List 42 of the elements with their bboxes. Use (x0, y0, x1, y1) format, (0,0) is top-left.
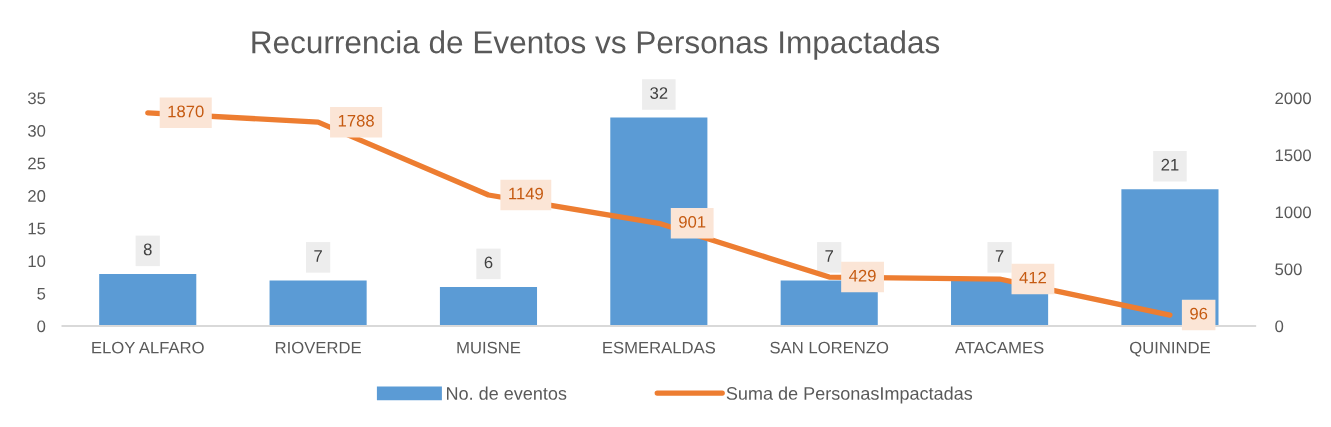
data-label: 1149 (509, 187, 543, 200)
y-tick-label: 35 (27, 92, 46, 105)
y2-tick-label: 0 (1275, 320, 1284, 333)
y-tick-label: 25 (28, 157, 46, 170)
bar (99, 273, 197, 327)
y2-tick-label: 1500 (1275, 149, 1311, 162)
y-tick-label: 30 (27, 124, 46, 137)
y2-tick-label: 1000 (1275, 206, 1311, 219)
x-tick-label: QUININDE (1129, 341, 1210, 357)
chart-title: Recurrencia de Eventos vs Personas Impactadas (252, 30, 940, 60)
y-tick-label: 20 (28, 190, 46, 202)
data-label: 7 (314, 250, 322, 262)
bar (1121, 189, 1219, 327)
data-label: 429 (849, 269, 876, 282)
bar (269, 280, 367, 327)
y-tick-label: 15 (28, 222, 46, 235)
data-label: 412 (1019, 271, 1046, 284)
bar (610, 117, 708, 327)
x-tick-label: ELOY ALFARO (92, 341, 204, 354)
x-tick-label: MUISNE (457, 341, 521, 354)
legend-label: No. de eventos (447, 386, 567, 400)
x-tick-label: ATACAMES (955, 341, 1044, 354)
x-tick-label: RIOVERDE (275, 341, 361, 354)
x-tick-label: SAN LORENZO (770, 341, 889, 354)
data-label: 7 (995, 250, 1004, 262)
data-label: 8 (143, 243, 152, 256)
data-label: 1870 (168, 105, 204, 118)
legend-label: Suma de PersonasImpactadas (726, 386, 973, 404)
data-label: 1788 (338, 114, 374, 127)
data-label: 6 (484, 256, 493, 269)
y2-tick-label: 500 (1275, 263, 1302, 276)
data-label: 96 (1190, 307, 1208, 320)
y-tick-label: 5 (37, 288, 46, 300)
data-label: 901 (679, 215, 706, 228)
x-tick-label: ESMERALDAS (603, 341, 716, 354)
y-tick-label: 10 (28, 255, 46, 268)
y-tick-label: 0 (37, 320, 46, 333)
data-label: 7 (825, 250, 834, 262)
y2-tick-label: 2000 (1275, 92, 1311, 105)
data-label: 21 (1161, 158, 1179, 171)
bar (439, 286, 538, 327)
data-label: 32 (650, 87, 668, 99)
